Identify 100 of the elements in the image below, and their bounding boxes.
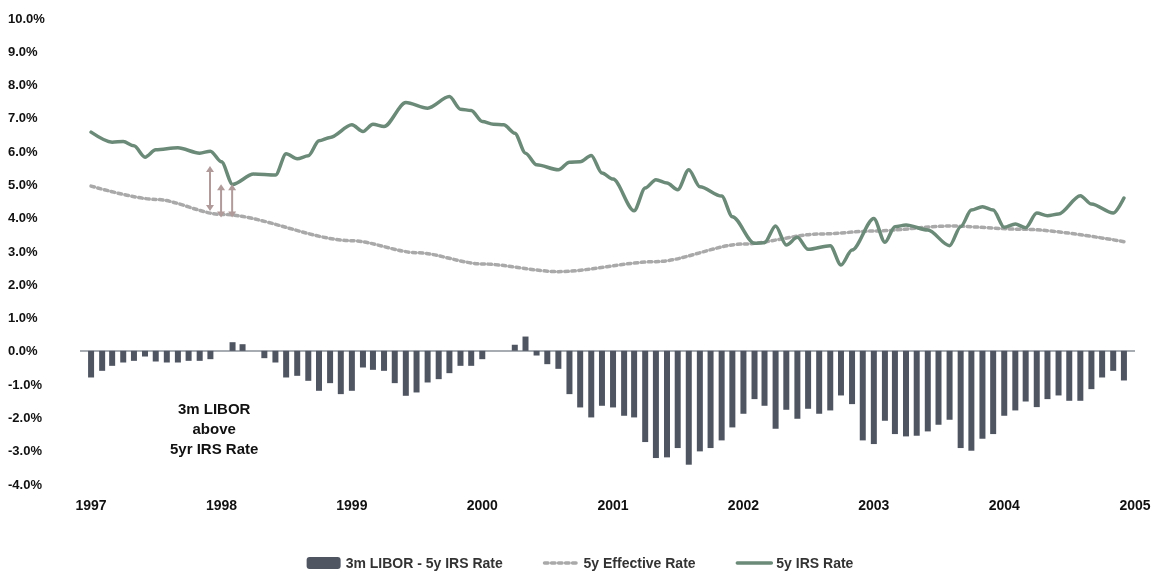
bar bbox=[663, 350, 670, 458]
line-series bbox=[89, 94, 1126, 267]
bar bbox=[544, 350, 551, 365]
x-tick-label: 2003 bbox=[858, 497, 890, 513]
legend-label: 5y IRS Rate bbox=[776, 555, 854, 571]
bar bbox=[305, 350, 312, 381]
bar bbox=[794, 350, 801, 419]
bar bbox=[652, 350, 659, 459]
y-tick-label: 1.0% bbox=[8, 310, 39, 326]
y-tick-label: 9.0% bbox=[8, 43, 39, 59]
bar bbox=[610, 350, 617, 408]
bar bbox=[272, 350, 279, 363]
annotation: 3m LIBOR above 5yr IRS Rate bbox=[170, 399, 259, 457]
bar bbox=[402, 350, 409, 396]
bar bbox=[511, 344, 518, 351]
bar bbox=[1012, 350, 1019, 411]
legend-label: 5y Effective Rate bbox=[583, 555, 696, 571]
line-series bbox=[89, 184, 1126, 274]
x-tick-label: 2005 bbox=[1119, 497, 1151, 513]
x-tick-label: 2002 bbox=[727, 497, 760, 513]
bar bbox=[902, 350, 909, 437]
bar bbox=[555, 350, 562, 369]
bar bbox=[348, 350, 355, 391]
bar bbox=[196, 350, 203, 361]
bar bbox=[369, 350, 376, 370]
bar bbox=[588, 350, 595, 418]
bar bbox=[1099, 350, 1106, 378]
bar bbox=[761, 350, 768, 406]
bar bbox=[120, 350, 127, 363]
bar bbox=[413, 350, 420, 393]
y-tick-label: -2.0% bbox=[8, 409, 43, 425]
bar bbox=[1022, 350, 1029, 402]
bar bbox=[859, 350, 866, 441]
y-tick-label: 6.0% bbox=[8, 143, 39, 159]
bar bbox=[729, 350, 736, 428]
bar bbox=[446, 350, 453, 374]
bar bbox=[751, 350, 758, 400]
bar bbox=[740, 350, 747, 414]
bar bbox=[391, 350, 398, 384]
bar bbox=[239, 344, 246, 351]
bar bbox=[891, 350, 898, 435]
y-tick-label: -4.0% bbox=[8, 476, 43, 492]
bar bbox=[327, 350, 334, 384]
bar bbox=[924, 350, 931, 432]
y-tick-label: 8.0% bbox=[8, 77, 39, 93]
x-tick-label: 1997 bbox=[75, 497, 107, 513]
x-tick-label: 2000 bbox=[466, 497, 499, 513]
bar bbox=[707, 350, 714, 449]
bar bbox=[566, 350, 573, 395]
bar bbox=[99, 350, 106, 371]
bar bbox=[316, 350, 323, 391]
y-tick-label: 5.0% bbox=[8, 176, 39, 192]
bar bbox=[283, 350, 290, 378]
bar bbox=[685, 350, 692, 465]
bar bbox=[468, 350, 475, 366]
bar bbox=[174, 350, 181, 363]
bar bbox=[598, 350, 605, 406]
bar bbox=[913, 350, 920, 436]
bar bbox=[457, 350, 464, 366]
bar bbox=[827, 350, 834, 411]
y-tick-label: 3.0% bbox=[8, 243, 39, 259]
x-tick-label: 2001 bbox=[597, 497, 629, 513]
bar bbox=[968, 350, 975, 451]
bar bbox=[849, 350, 856, 405]
bar bbox=[642, 350, 649, 443]
bar bbox=[577, 350, 584, 408]
y-tick-label: 0.0% bbox=[8, 343, 39, 359]
bar bbox=[783, 350, 790, 410]
bar bbox=[435, 350, 442, 380]
bar bbox=[772, 350, 779, 429]
bar bbox=[881, 350, 888, 421]
y-tick-label: 10.0% bbox=[8, 10, 46, 26]
y-tick-label: 4.0% bbox=[8, 210, 39, 226]
bar bbox=[631, 350, 638, 418]
bar bbox=[163, 350, 170, 363]
bar bbox=[261, 350, 268, 359]
bar bbox=[142, 350, 149, 357]
bar bbox=[990, 350, 997, 435]
bar bbox=[1033, 350, 1040, 408]
bar bbox=[935, 350, 942, 425]
bar bbox=[229, 342, 236, 351]
bar bbox=[359, 350, 366, 368]
bar bbox=[1120, 350, 1127, 381]
bar bbox=[109, 350, 116, 366]
bar bbox=[946, 350, 953, 420]
bar bbox=[674, 350, 681, 449]
bar bbox=[533, 350, 540, 356]
bar bbox=[1001, 350, 1008, 416]
bar bbox=[837, 350, 844, 396]
y-tick-label: -3.0% bbox=[8, 443, 43, 459]
bar bbox=[185, 350, 192, 361]
bar bbox=[621, 350, 628, 416]
y-tick-label: -1.0% bbox=[8, 376, 43, 392]
bar bbox=[88, 350, 95, 378]
bar bbox=[816, 350, 823, 414]
bar bbox=[207, 350, 214, 360]
bar bbox=[381, 350, 388, 371]
bar bbox=[337, 350, 344, 395]
bar bbox=[696, 350, 703, 452]
bar bbox=[1055, 350, 1062, 396]
